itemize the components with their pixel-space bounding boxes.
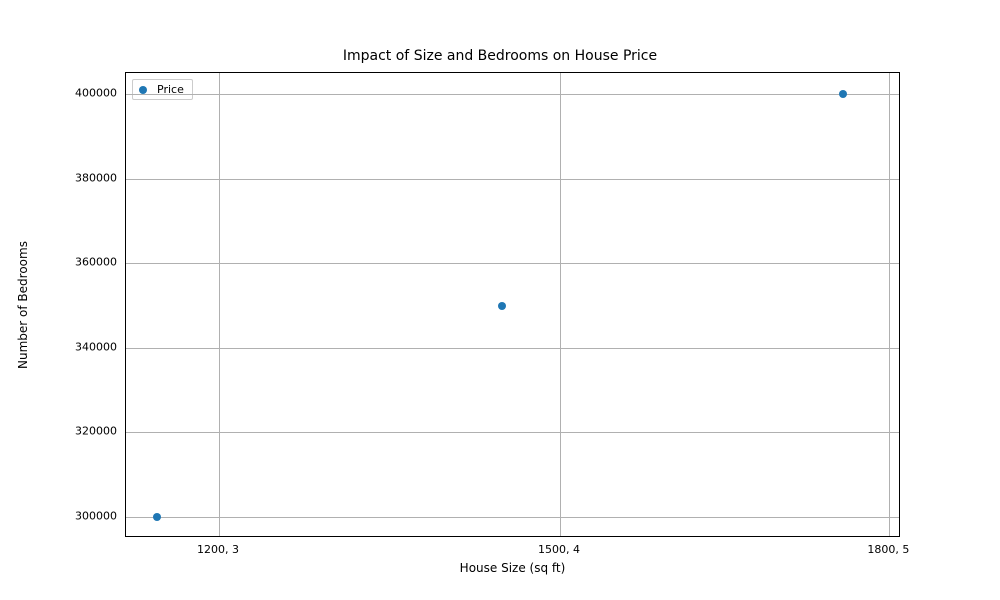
x-tick-label: 1200, 3 (197, 543, 239, 556)
y-tick-label: 300000 (65, 509, 117, 522)
gridline-vertical (889, 73, 890, 536)
y-tick-label: 320000 (65, 425, 117, 438)
data-point (839, 90, 847, 98)
scatter-chart: Impact of Size and Bedrooms on House Pri… (0, 0, 1000, 600)
y-axis-label: Number of Bedrooms (16, 241, 30, 369)
data-point (153, 513, 161, 521)
plot-area: Price (125, 72, 900, 537)
y-tick-label: 400000 (65, 87, 117, 100)
legend: Price (132, 79, 193, 100)
gridline-horizontal (126, 263, 899, 264)
gridline-vertical (219, 73, 220, 536)
legend-marker (139, 86, 147, 94)
gridline-horizontal (126, 94, 899, 95)
gridline-horizontal (126, 517, 899, 518)
gridline-horizontal (126, 348, 899, 349)
x-tick-label: 1800, 5 (867, 543, 909, 556)
x-axis-label: House Size (sq ft) (125, 561, 900, 575)
y-tick-label: 340000 (65, 340, 117, 353)
data-point (498, 302, 506, 310)
x-tick-label: 1500, 4 (538, 543, 580, 556)
gridline-horizontal (126, 432, 899, 433)
gridline-horizontal (126, 179, 899, 180)
y-tick-label: 360000 (65, 256, 117, 269)
chart-title: Impact of Size and Bedrooms on House Pri… (0, 48, 1000, 64)
gridline-vertical (560, 73, 561, 536)
y-tick-label: 380000 (65, 171, 117, 184)
